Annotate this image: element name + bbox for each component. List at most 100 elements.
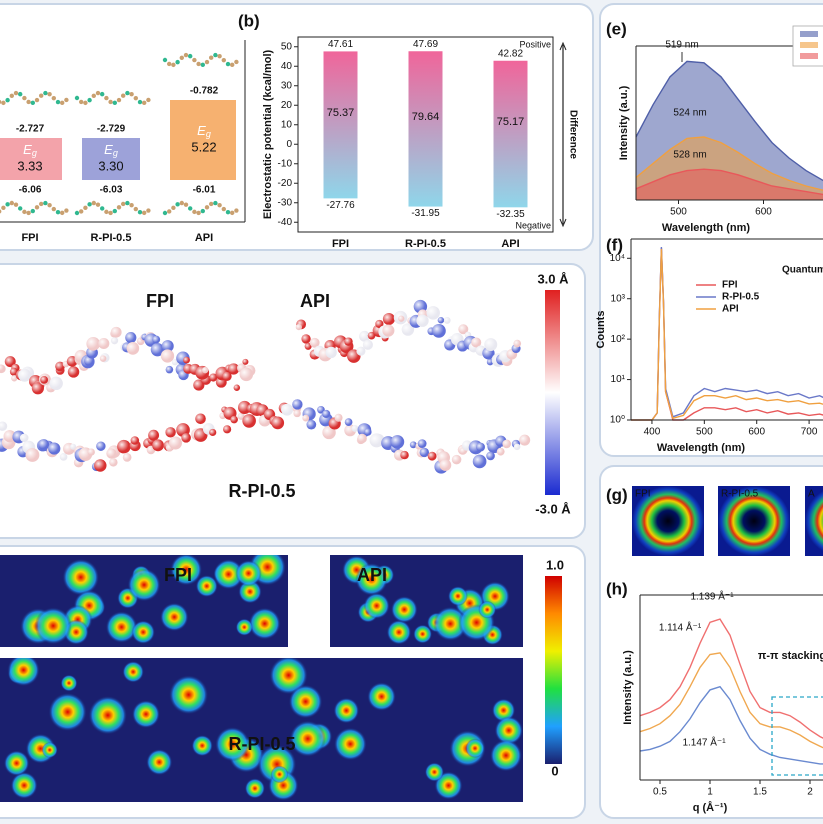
- atom-shine: [99, 355, 107, 362]
- line: [639, 618, 823, 739]
- saxs-image: [632, 486, 704, 556]
- legend-swatch: [800, 42, 818, 48]
- atom-shine: [362, 339, 373, 350]
- molecule-atom: [146, 208, 151, 213]
- annotation: 1.139 Å⁻¹: [690, 590, 734, 603]
- atom-shine: [18, 368, 32, 382]
- atom-shine: [359, 330, 370, 342]
- y-axis-label: Counts: [595, 311, 607, 349]
- elf-blob: [367, 682, 396, 711]
- atom-shine: [49, 376, 63, 391]
- molecule-atom: [26, 99, 31, 105]
- atom-shine: [195, 413, 206, 425]
- elf-blob: [433, 606, 468, 641]
- molecule-atom: [39, 93, 44, 98]
- elf-blob: [491, 698, 516, 722]
- atom-shine: [209, 428, 217, 437]
- y-tick-label: -30: [278, 197, 293, 208]
- atom-shine: [55, 361, 65, 372]
- y-tick-label: -10: [278, 158, 293, 169]
- elf-blob: [160, 602, 189, 632]
- atom-shine: [439, 459, 452, 471]
- elf-blob: [289, 720, 326, 757]
- x-tick-label: 0.5: [653, 787, 667, 798]
- molecule-atom: [87, 97, 92, 103]
- x-tick-label: FPI: [332, 238, 349, 250]
- atom-shine: [242, 414, 256, 428]
- eg-symbol: Eg: [23, 142, 37, 158]
- elf-blobs: [20, 555, 286, 645]
- atom-shine: [419, 447, 430, 458]
- atom-shine: [126, 342, 140, 355]
- molecule-label: FPI: [146, 291, 174, 311]
- atom-shine: [59, 453, 68, 461]
- image-label: FPI: [635, 489, 651, 500]
- elf-blob: [390, 596, 418, 623]
- molecule-atom: [234, 208, 239, 213]
- y-axis-label: Intensity (a.u.): [618, 85, 630, 160]
- eg-value: 3.30: [98, 158, 123, 173]
- atom-shine: [0, 364, 5, 373]
- atom-shine: [443, 317, 451, 324]
- molecule-atom: [225, 210, 231, 215]
- molecule-atom: [221, 206, 226, 212]
- band-gap-box: [82, 138, 140, 180]
- atom-shine: [292, 399, 303, 410]
- text-part: E: [23, 142, 32, 157]
- elf-blob: [191, 735, 213, 757]
- panel-label: (b): [238, 11, 260, 30]
- molecule-atom: [100, 206, 105, 211]
- x-tick-label: 600: [755, 207, 772, 218]
- difference-label: 75.37: [327, 107, 355, 119]
- molecule-atom: [87, 202, 92, 207]
- atom-shine: [351, 425, 359, 432]
- atom-shine: [4, 356, 16, 368]
- x-tick-label: API: [501, 238, 519, 250]
- atom-shine: [309, 337, 320, 348]
- elf-blob: [62, 558, 100, 596]
- elf-blob: [269, 658, 308, 695]
- molecule-atom: [217, 53, 222, 59]
- molecule-atom: [171, 62, 176, 68]
- material-name: FPI: [21, 232, 38, 244]
- elf-blob: [131, 700, 160, 729]
- atom-shine: [334, 413, 343, 422]
- elf-blob: [489, 739, 523, 772]
- x-axis-label: Wavelength (nm): [662, 222, 751, 234]
- atom-shine: [486, 451, 495, 461]
- molecule-atom: [171, 205, 176, 211]
- plot: [635, 60, 823, 200]
- difference-label: 79.64: [412, 111, 440, 123]
- atom-shine: [357, 433, 367, 444]
- map-label: API: [357, 565, 387, 585]
- atom-shine: [344, 337, 353, 346]
- elf-blob: [41, 741, 58, 758]
- molecule-atom: [209, 201, 214, 207]
- atom-shine: [401, 323, 415, 336]
- atom-shine: [40, 375, 49, 384]
- atom-shine: [11, 375, 18, 382]
- atom-shine: [426, 306, 440, 320]
- atom-shine: [152, 335, 161, 344]
- molecule-atom: [142, 100, 147, 106]
- legend-swatch: [800, 53, 818, 59]
- atom-shine: [322, 409, 331, 419]
- value-label: -31.95: [411, 208, 440, 219]
- atom-shine: [150, 342, 165, 357]
- atom-shine: [390, 435, 405, 449]
- elf-blob: [195, 575, 218, 598]
- atom-shine: [165, 427, 176, 438]
- elf-blob: [465, 738, 485, 759]
- eg-symbol: Eg: [104, 142, 118, 158]
- elf-blob: [434, 771, 463, 800]
- atom-shine: [417, 439, 427, 449]
- molecule-atom: [183, 52, 189, 58]
- annotation: 1.147 Å⁻¹: [682, 736, 726, 749]
- atom-shine: [496, 447, 505, 456]
- y-tick-label: 20: [281, 100, 293, 111]
- molecule-atom: [133, 95, 138, 101]
- elf-blob: [3, 750, 30, 776]
- molecule-label: API: [300, 291, 330, 311]
- molecule-atom: [60, 100, 65, 106]
- atom-shine: [19, 433, 29, 443]
